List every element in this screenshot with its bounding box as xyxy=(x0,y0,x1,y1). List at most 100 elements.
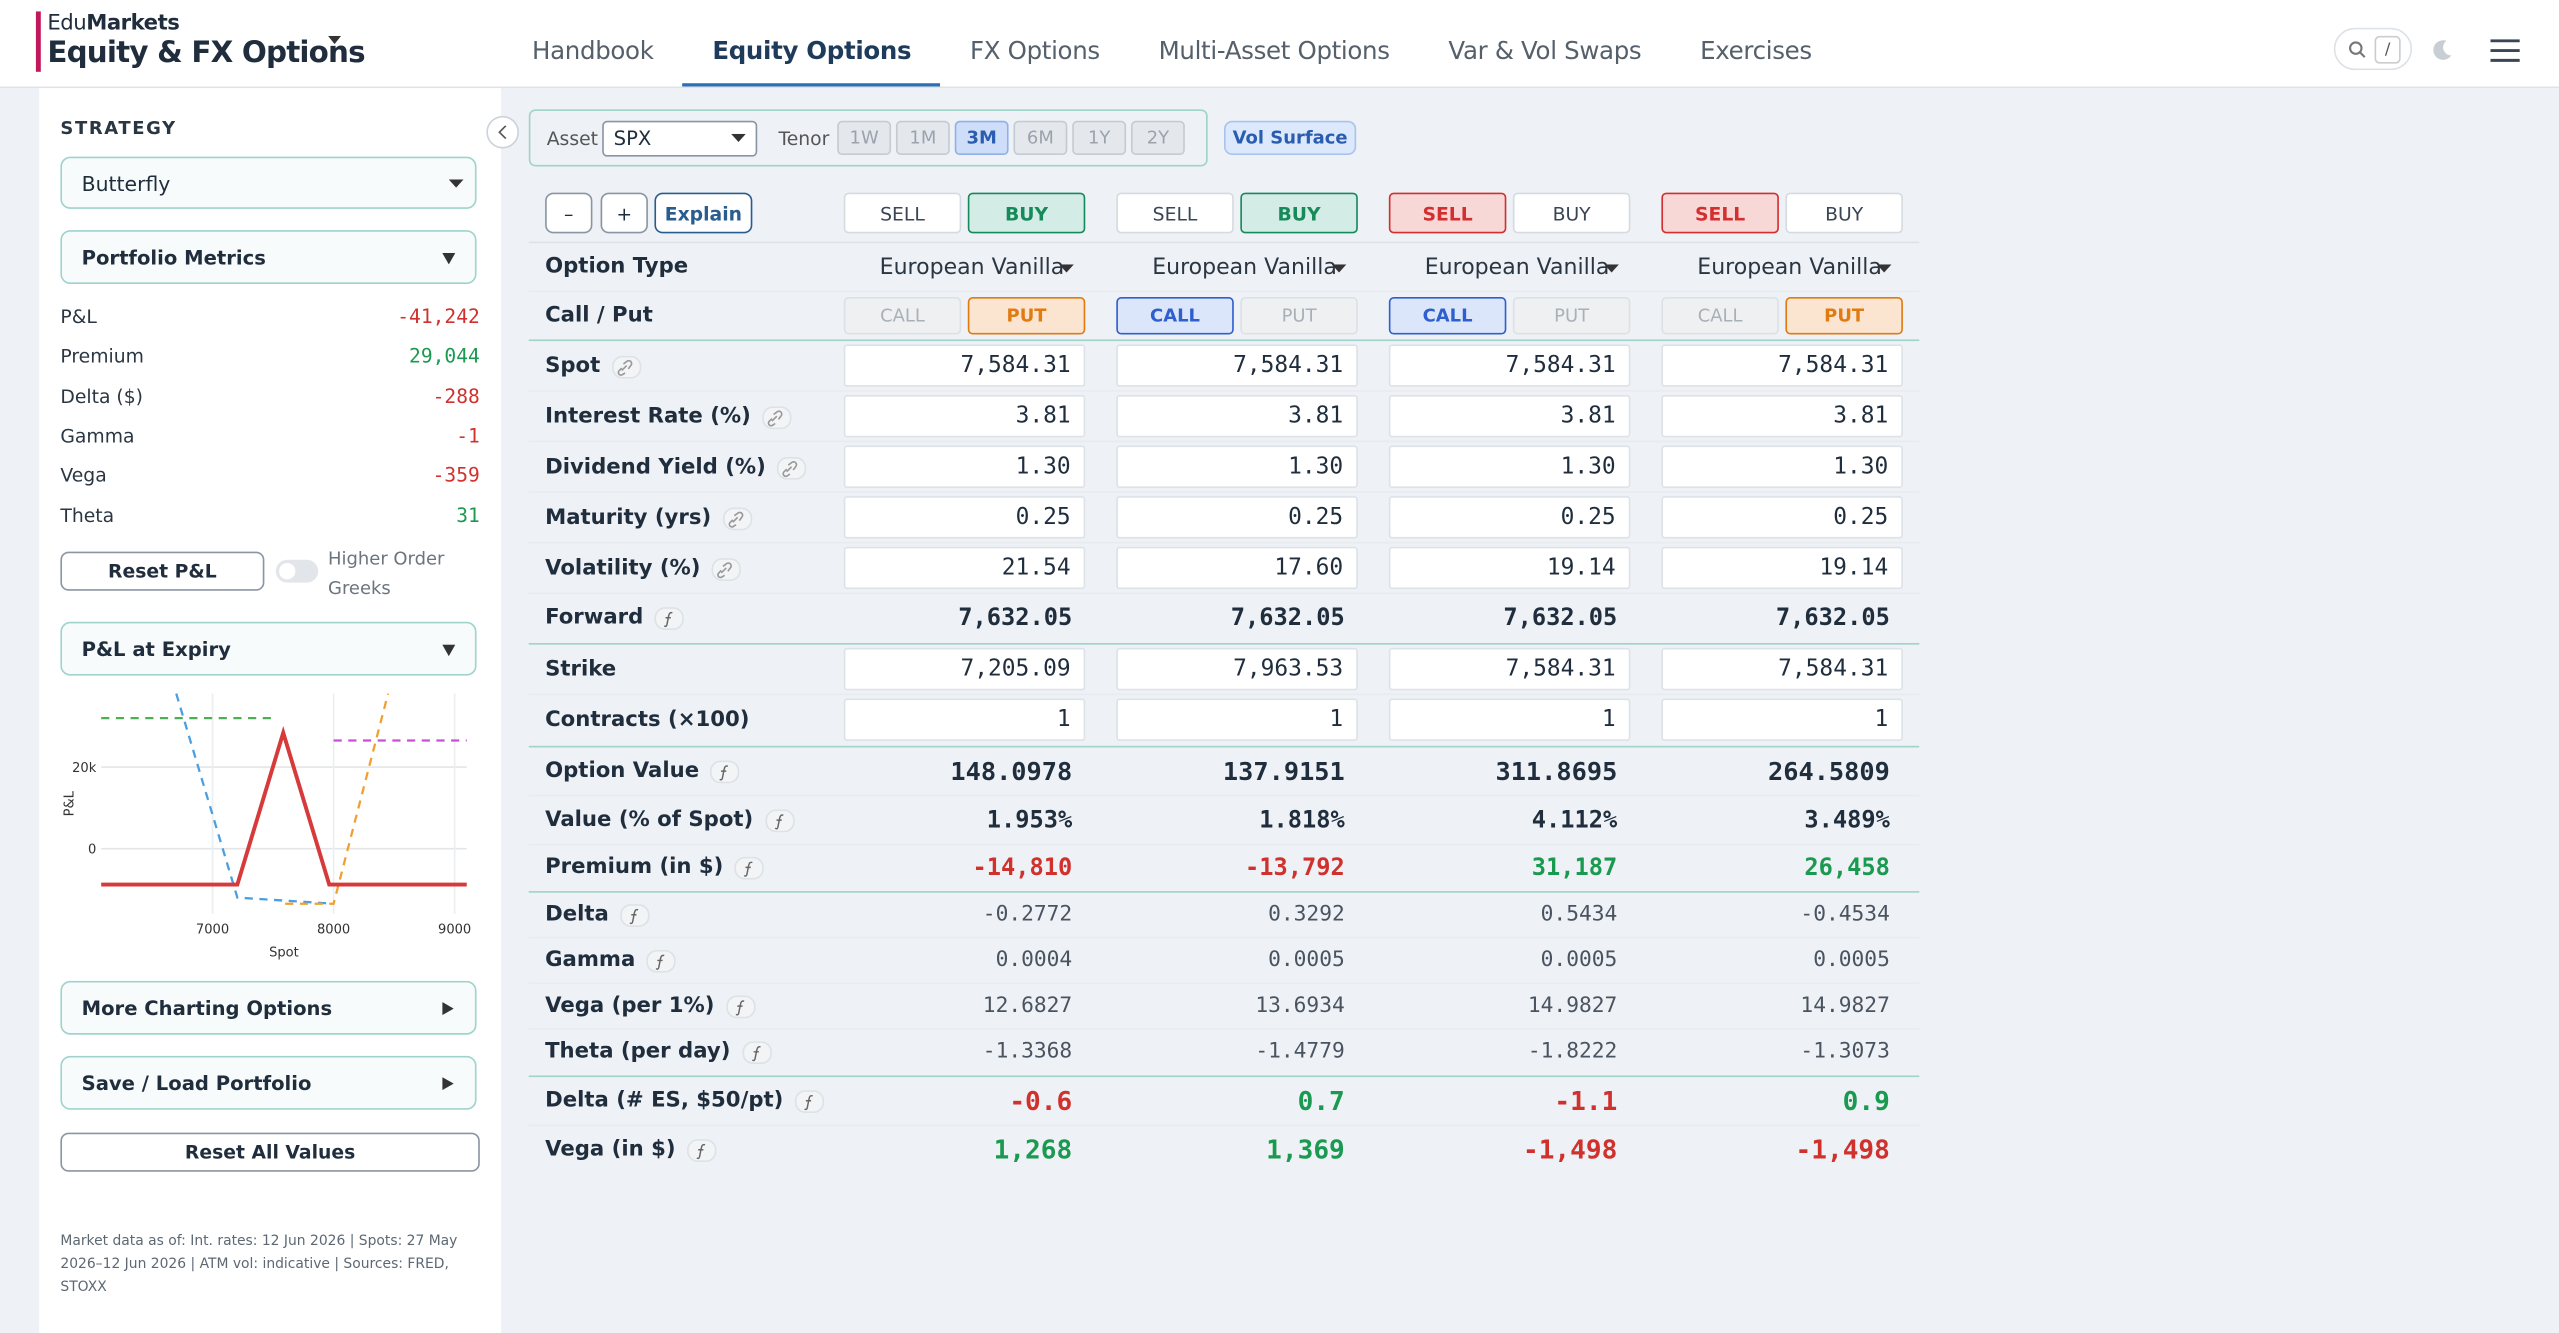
formula-icon[interactable] xyxy=(725,994,756,1018)
remove-leg-button[interactable]: – xyxy=(545,192,593,234)
value-input[interactable]: 1 xyxy=(1388,698,1631,741)
pnl-expiry-header[interactable]: P&L at Expiry xyxy=(60,621,477,676)
formula-icon[interactable] xyxy=(734,855,765,879)
buy-button[interactable]: BUY xyxy=(1785,192,1903,234)
tenor-button[interactable]: 3M xyxy=(954,120,1009,156)
link-icon[interactable] xyxy=(711,557,742,581)
call-button[interactable]: CALL xyxy=(1661,297,1779,335)
value-input[interactable]: 3.81 xyxy=(1661,394,1903,438)
value-input[interactable]: 0.25 xyxy=(1116,496,1358,539)
collapse-button[interactable] xyxy=(486,115,519,149)
value-input[interactable]: 1.30 xyxy=(843,445,1086,488)
reset-pnl-button[interactable]: Reset P&L xyxy=(60,551,265,591)
value-input[interactable]: 1.30 xyxy=(1661,445,1903,488)
metric-value: -41,242 xyxy=(397,305,480,329)
value-input[interactable]: 3.81 xyxy=(1116,394,1358,438)
title-caret[interactable] xyxy=(328,35,343,46)
value-input[interactable]: 21.54 xyxy=(843,546,1086,590)
call-button[interactable]: CALL xyxy=(1116,297,1234,335)
vol-surface-button[interactable]: Vol Surface xyxy=(1224,120,1357,156)
formula-icon[interactable] xyxy=(710,759,740,783)
call-button[interactable]: CALL xyxy=(843,297,962,335)
value-input[interactable]: 19.14 xyxy=(1388,546,1631,590)
value-input[interactable]: 0.25 xyxy=(843,496,1086,539)
tenor-button[interactable]: 1Y xyxy=(1072,120,1127,156)
sell-button[interactable]: SELL xyxy=(1116,192,1234,234)
value-input[interactable]: 3.81 xyxy=(1388,394,1631,438)
option-type-select[interactable]: European Vanilla xyxy=(1389,248,1631,287)
metrics-header[interactable]: Portfolio Metrics xyxy=(60,230,477,284)
buy-button[interactable]: BUY xyxy=(1240,192,1358,234)
tenor-button[interactable]: 2Y xyxy=(1130,120,1185,156)
asset-select[interactable]: SPX xyxy=(602,120,758,157)
link-icon[interactable] xyxy=(762,405,792,429)
search[interactable]: / xyxy=(2333,27,2413,71)
value-input[interactable]: 1 xyxy=(1661,698,1903,741)
formula-icon[interactable] xyxy=(741,1040,772,1064)
menu-button[interactable] xyxy=(2490,39,2520,62)
link-icon[interactable] xyxy=(611,354,642,378)
value-input[interactable]: 1.30 xyxy=(1388,445,1631,488)
formula-icon[interactable] xyxy=(764,808,795,832)
row-label: Delta xyxy=(545,893,650,939)
put-button[interactable]: PUT xyxy=(1785,297,1903,335)
buy-button[interactable]: BUY xyxy=(967,192,1086,234)
value-input[interactable]: 0.25 xyxy=(1388,496,1631,539)
value-input[interactable]: 7,963.53 xyxy=(1116,647,1358,691)
formula-icon[interactable] xyxy=(654,606,685,630)
put-button[interactable]: PUT xyxy=(1240,297,1358,335)
strategy-select[interactable]: Butterfly xyxy=(60,156,477,209)
sell-button[interactable]: SELL xyxy=(1661,192,1779,234)
put-button[interactable]: PUT xyxy=(1512,297,1631,335)
value-input[interactable]: 19.14 xyxy=(1661,546,1903,590)
call-button[interactable]: CALL xyxy=(1388,297,1507,335)
nav-tab[interactable]: FX Options xyxy=(969,35,1100,66)
value-input[interactable]: 1 xyxy=(1116,698,1358,741)
link-icon[interactable] xyxy=(777,456,807,479)
sell-button[interactable]: SELL xyxy=(1388,192,1507,234)
tenor-button[interactable]: 1M xyxy=(895,120,950,156)
app-title[interactable]: Equity & FX Options xyxy=(47,35,365,71)
save-load[interactable]: Save / Load Portfolio xyxy=(60,1055,477,1110)
value-input[interactable]: 7,584.31 xyxy=(1388,647,1631,691)
option-type-select[interactable]: European Vanilla xyxy=(844,248,1086,287)
formula-icon[interactable] xyxy=(646,949,677,972)
sell-button[interactable]: SELL xyxy=(843,192,962,234)
buy-button[interactable]: BUY xyxy=(1512,192,1631,234)
reset-all-button[interactable]: Reset All Values xyxy=(60,1132,480,1172)
option-type-select[interactable]: European Vanilla xyxy=(1661,248,1903,287)
formula-icon[interactable] xyxy=(620,903,650,927)
toggle-switch[interactable] xyxy=(275,559,319,583)
x-tick-label: 8000 xyxy=(317,923,350,938)
link-icon[interactable] xyxy=(722,506,752,530)
value-input[interactable]: 7,584.31 xyxy=(1661,647,1903,691)
value-input[interactable]: 7,205.09 xyxy=(843,647,1086,691)
option-type-select[interactable]: European Vanilla xyxy=(1116,248,1358,287)
value-input[interactable]: 7,584.31 xyxy=(843,344,1086,387)
value-input[interactable]: 1 xyxy=(843,698,1086,741)
nav-tab[interactable]: Var & Vol Swaps xyxy=(1448,35,1642,66)
more-charting[interactable]: More Charting Options xyxy=(60,980,477,1035)
nav-tab[interactable]: Exercises xyxy=(1700,35,1812,66)
value-input[interactable]: 0.25 xyxy=(1661,496,1903,539)
row-label-text: Vega (per 1%) xyxy=(545,993,715,1019)
icon-frame xyxy=(686,1138,717,1162)
table-row: Maturity (yrs) 0.25 0.25 0.25 0.25 xyxy=(528,493,1920,544)
tenor-button[interactable]: 6M xyxy=(1013,120,1068,156)
put-button[interactable]: PUT xyxy=(967,297,1086,335)
explain-button[interactable]: Explain xyxy=(654,192,753,234)
formula-icon[interactable] xyxy=(686,1138,717,1162)
formula-icon[interactable] xyxy=(794,1089,825,1113)
value-input[interactable]: 7,584.31 xyxy=(1388,344,1631,387)
nav-tab[interactable]: Equity Options xyxy=(682,0,941,87)
nav-tab[interactable]: Handbook xyxy=(532,35,654,66)
value-input[interactable]: 3.81 xyxy=(843,394,1086,438)
value-input[interactable]: 1.30 xyxy=(1116,445,1358,488)
value-input[interactable]: 17.60 xyxy=(1116,546,1358,590)
tenor-button[interactable]: 1W xyxy=(837,120,892,156)
value-input[interactable]: 7,584.31 xyxy=(1116,344,1358,387)
value-input[interactable]: 7,584.31 xyxy=(1661,344,1903,387)
theme-toggle[interactable] xyxy=(2430,39,2453,62)
nav-tab[interactable]: Multi-Asset Options xyxy=(1158,35,1390,66)
add-leg-button[interactable]: + xyxy=(600,192,648,234)
